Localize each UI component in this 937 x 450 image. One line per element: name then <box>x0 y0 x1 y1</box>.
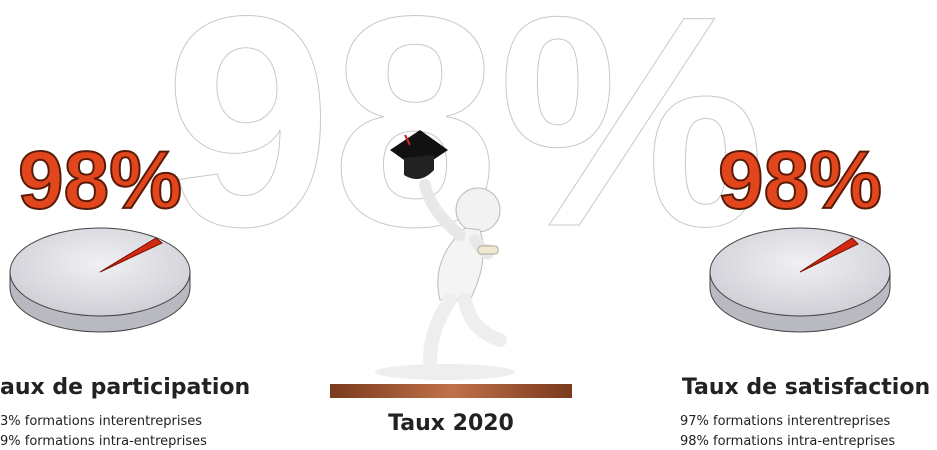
left-line: 3% formations interentreprises <box>0 414 202 429</box>
right-percent: 98% <box>718 135 882 226</box>
graduate-figure <box>375 130 515 380</box>
center-caption: Taux 2020 <box>388 411 514 436</box>
right-title: Taux de satisfaction <box>682 375 930 400</box>
left-pie <box>9 227 191 333</box>
left-percent: 98% <box>18 135 182 226</box>
left-line: 9% formations intra-entreprises <box>0 434 207 449</box>
left-title: aux de participation <box>0 375 250 400</box>
right-pie <box>709 227 891 333</box>
right-line: 98% formations intra-entreprises <box>680 434 895 449</box>
caption-bar <box>330 384 572 398</box>
right-line: 97% formations interentreprises <box>680 414 890 429</box>
